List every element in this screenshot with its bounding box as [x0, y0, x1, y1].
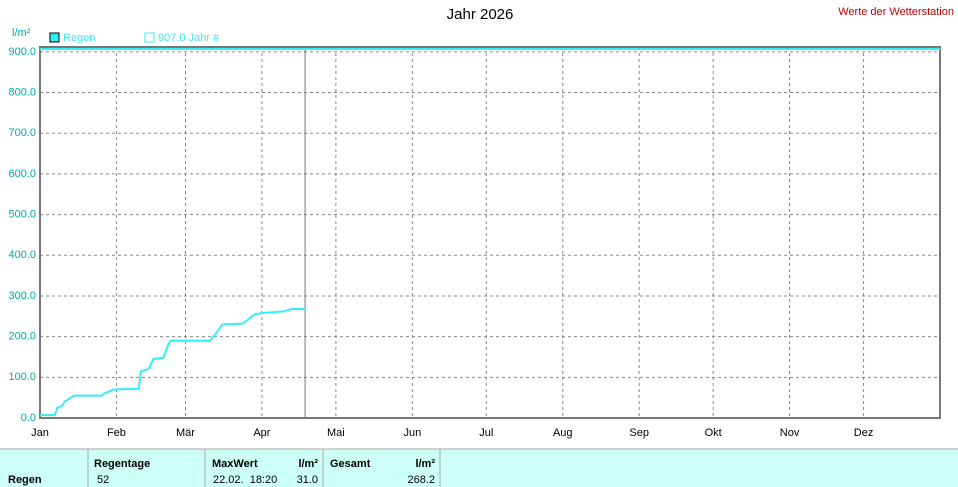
x-tick-label: Aug — [553, 427, 573, 439]
x-tick-label: Jan — [31, 427, 49, 439]
table-header: l/m² — [298, 458, 318, 470]
legend-label: 907.0 Jahr # — [158, 32, 220, 44]
x-tick-label: Jul — [479, 427, 493, 439]
data-line — [40, 307, 306, 417]
plot-frame — [39, 46, 941, 419]
y-tick-label: 500.0 — [8, 209, 36, 221]
x-tick-label: Mai — [327, 427, 345, 439]
background — [0, 0, 958, 449]
y-tick-label: 900.0 — [8, 46, 36, 58]
table-header: l/m² — [415, 458, 435, 470]
table-header: Gesamt — [330, 458, 371, 470]
x-tick-label: Nov — [780, 427, 800, 439]
y-axis-label: l/m² — [12, 27, 31, 39]
x-tick-label: Jun — [403, 427, 421, 439]
y-tick-label: 200.0 — [8, 331, 36, 343]
table-cell: 31.0 — [297, 474, 318, 486]
table-cell: 22.02. 18:20 — [213, 474, 277, 486]
x-tick-label: Feb — [107, 427, 126, 439]
y-tick-label: 300.0 — [8, 290, 36, 302]
legend-swatch — [49, 32, 60, 43]
x-tick-label: Okt — [705, 427, 722, 439]
table-header: MaxWert — [212, 458, 258, 470]
y-tick-label: 700.0 — [8, 127, 36, 139]
table-row-label: Regen — [8, 474, 42, 486]
table-cell: 52 — [97, 474, 109, 486]
table-background — [0, 449, 958, 487]
table-header: Regentage — [94, 458, 150, 470]
y-tick-label: 600.0 — [8, 168, 36, 180]
table-lines — [0, 448, 958, 487]
chart-subtitle: Werte der Wetterstation — [838, 6, 954, 18]
y-tick-label: 100.0 — [8, 371, 36, 383]
y-tick-label: 0.0 — [21, 412, 36, 424]
x-tick-label: Sep — [629, 427, 649, 439]
chart-title: Jahr 2026 — [447, 6, 514, 23]
y-tick-label: 800.0 — [8, 86, 36, 98]
legend-label: Regen — [63, 32, 95, 44]
x-tick-label: Mär — [176, 427, 195, 439]
legend-swatch — [144, 32, 155, 43]
x-tick-label: Apr — [253, 427, 270, 439]
table-cell: 268.2 — [407, 474, 435, 486]
y-tick-label: 400.0 — [8, 249, 36, 261]
x-tick-label: Dez — [854, 427, 874, 439]
